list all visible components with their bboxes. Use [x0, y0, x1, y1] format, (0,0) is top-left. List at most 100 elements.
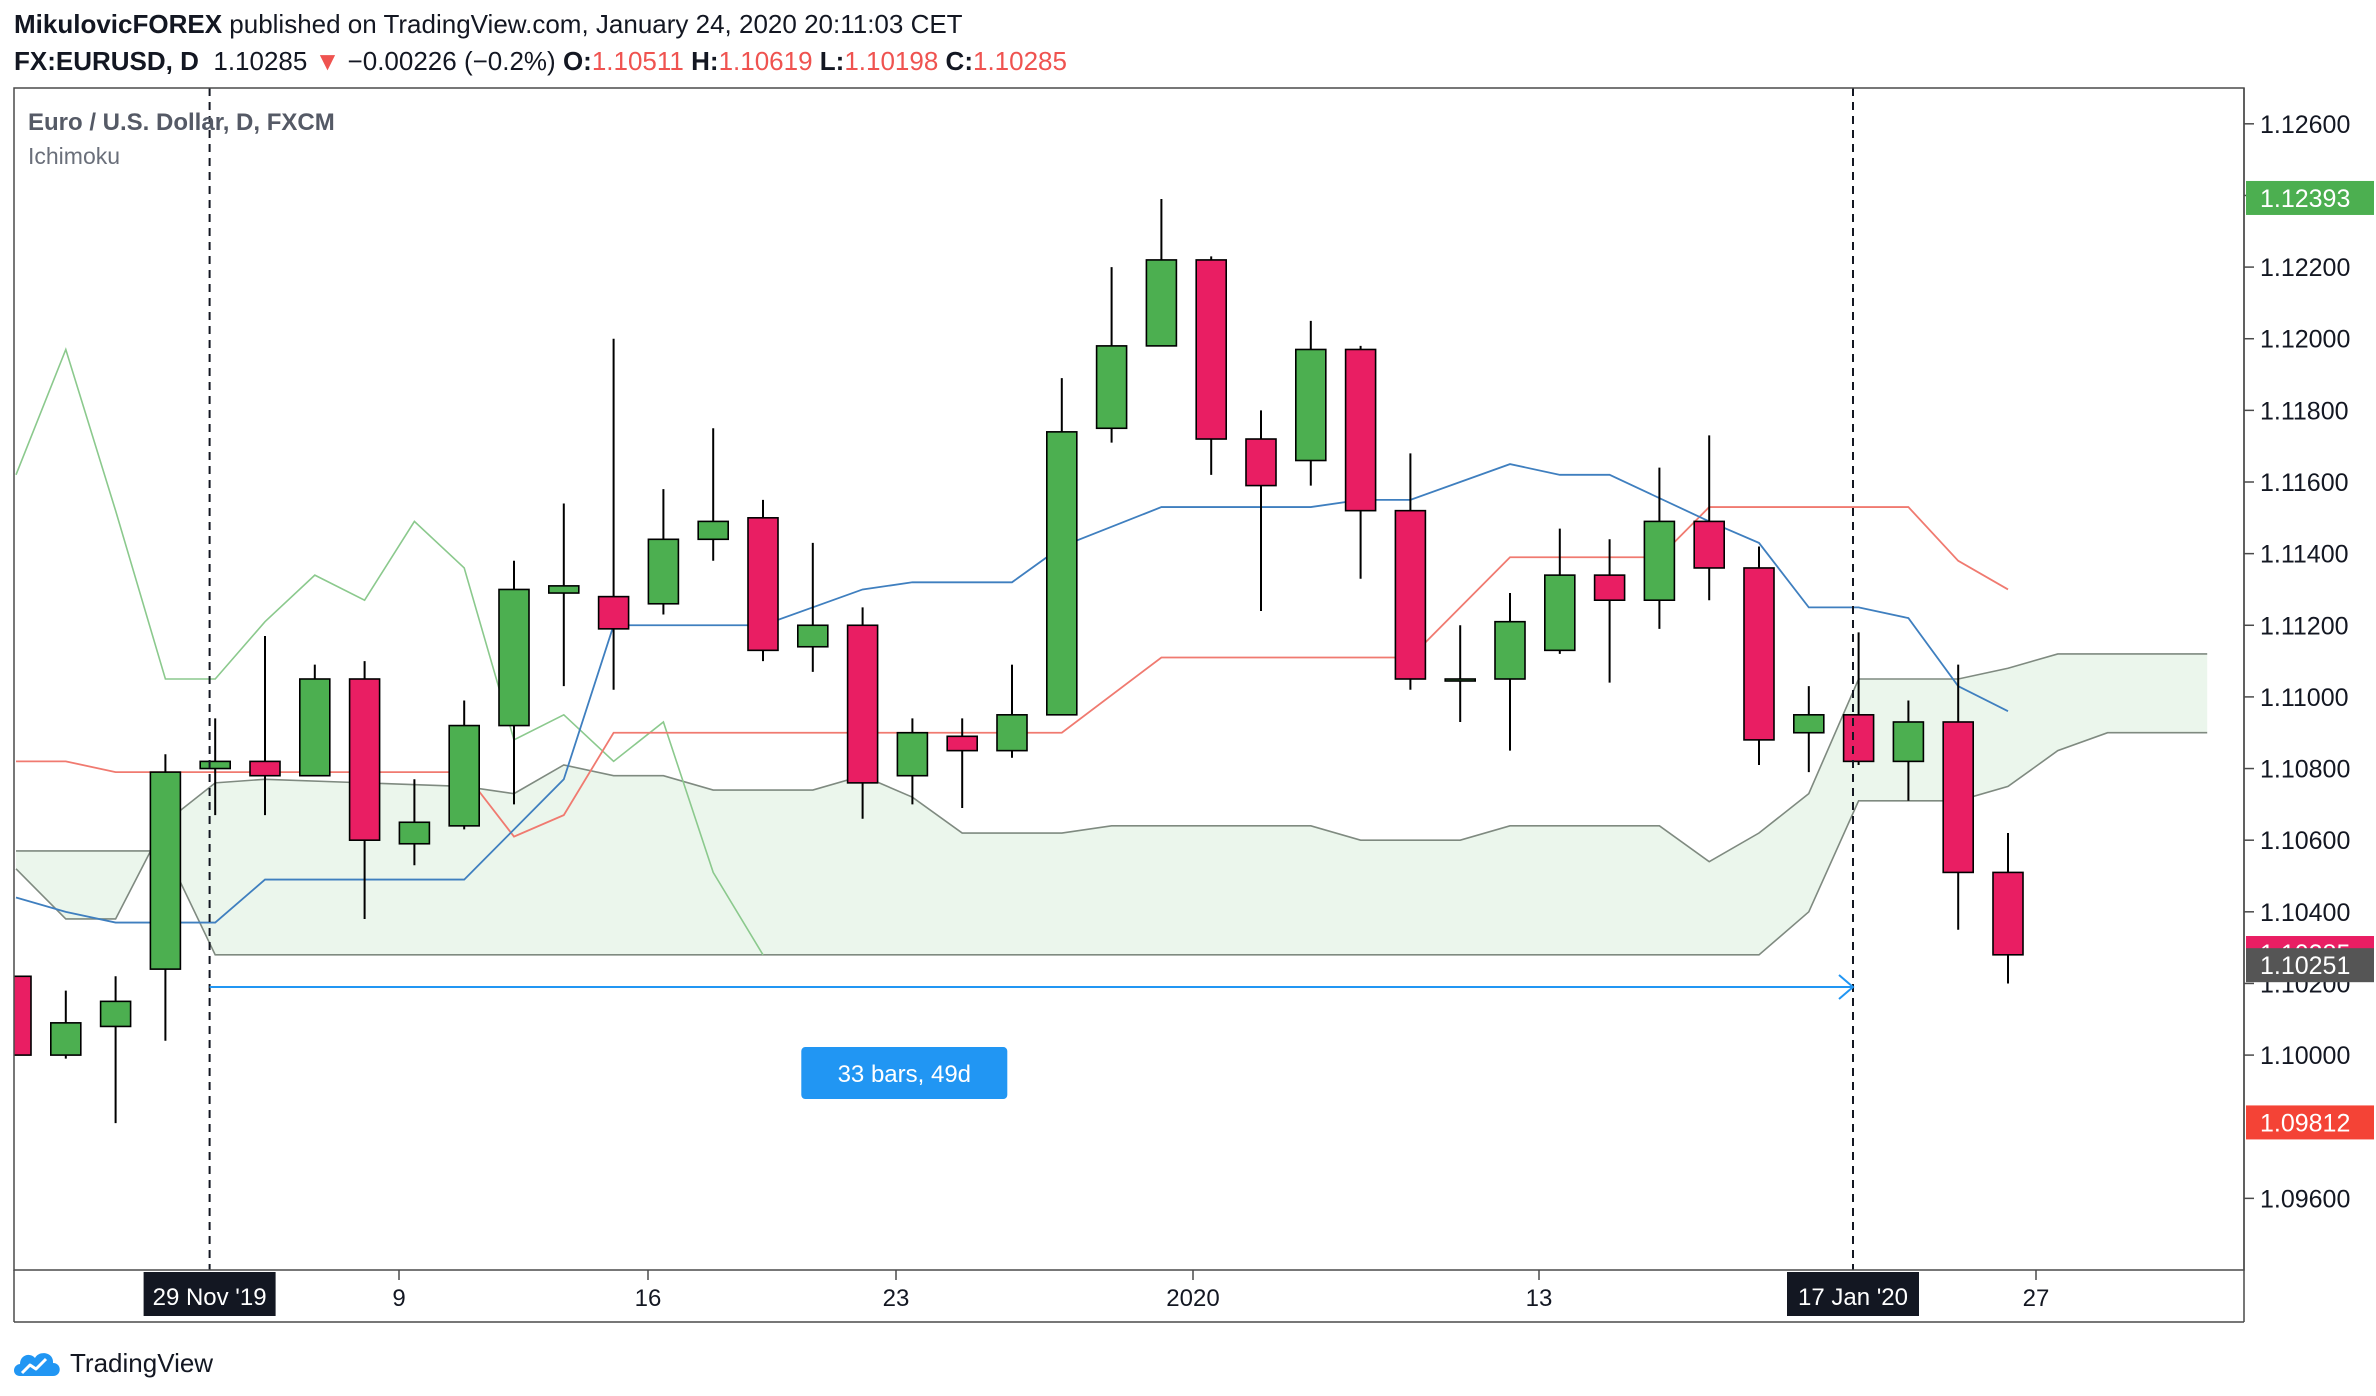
- candle[interactable]: [1842, 632, 1875, 765]
- chart-frame: [13, 87, 2245, 1323]
- low-value: 1.10198: [844, 46, 939, 76]
- y-tick-label: 1.09600: [2260, 1185, 2350, 1213]
- y-tick-label: 1.10400: [2260, 899, 2350, 927]
- bullish-candle-body: [996, 714, 1028, 752]
- y-tick-label: 1.12600: [2260, 111, 2350, 139]
- candle[interactable]: [1344, 345, 1377, 579]
- bullish-candle-body: [1544, 574, 1576, 652]
- candles[interactable]: [1, 199, 2024, 1124]
- bullish-candle-body: [448, 724, 481, 827]
- price-change: −0.00226 (−0.2%): [347, 46, 556, 76]
- bullish-candle-body: [1494, 620, 1526, 680]
- candle[interactable]: [1593, 539, 1626, 683]
- author-name[interactable]: MikulovicFOREX: [14, 9, 223, 39]
- candle[interactable]: [99, 976, 132, 1124]
- y-tick-label: 1.11600: [2260, 469, 2349, 497]
- date-range-measure[interactable]: 33 bars, 49d: [209, 974, 1855, 1100]
- x-highlight-label: 17 Jan '20: [1798, 1284, 1908, 1311]
- chikou-span-line: [15, 347, 764, 956]
- measure-label: 33 bars, 49d: [838, 1061, 971, 1088]
- ichimoku-cloud: [15, 653, 2208, 956]
- price-axis[interactable]: 1.126001.124001.122001.120001.118001.116…: [2244, 111, 2374, 1214]
- bullish-candle-body: [697, 520, 730, 541]
- y-tick-label: 1.12000: [2260, 326, 2350, 354]
- candle[interactable]: [1444, 625, 1476, 722]
- x-highlight-label: 29 Nov '19: [153, 1284, 267, 1311]
- candle[interactable]: [896, 718, 929, 805]
- candle[interactable]: [1095, 267, 1128, 443]
- candle[interactable]: [1, 975, 32, 1056]
- open-value: 1.10511: [591, 46, 684, 76]
- high-value: 1.10619: [718, 46, 813, 76]
- candle[interactable]: [1245, 410, 1277, 611]
- candle[interactable]: [597, 338, 630, 690]
- candle[interactable]: [49, 990, 82, 1059]
- price-label: 1.10251: [2260, 952, 2350, 980]
- candle[interactable]: [547, 503, 580, 687]
- senkou-span-b-line: [16, 731, 2208, 956]
- x-tick-label: 2020: [1166, 1285, 1219, 1312]
- candle[interactable]: [199, 718, 231, 816]
- bearish-candle-body: [1593, 574, 1626, 601]
- candle[interactable]: [1544, 528, 1576, 654]
- indicator-label[interactable]: Ichimoku: [28, 143, 120, 169]
- candle[interactable]: [448, 700, 481, 830]
- price-label-box: [2246, 1105, 2374, 1140]
- candle[interactable]: [996, 664, 1028, 758]
- bearish-candle-body: [1245, 438, 1277, 487]
- published-text: published on TradingView.com, January 24…: [222, 9, 963, 39]
- candle[interactable]: [249, 636, 281, 816]
- footer-logo-text[interactable]: TradingView: [70, 1347, 214, 1378]
- bearish-candle-body: [1394, 509, 1427, 680]
- ichimoku-lines: [15, 347, 2009, 956]
- y-tick-label: 1.10600: [2260, 827, 2350, 855]
- measure-label-box: [801, 1047, 1008, 1100]
- bullish-candle-body: [1295, 348, 1327, 462]
- date-range-lines[interactable]: [208, 88, 1854, 1270]
- candle[interactable]: [946, 718, 979, 808]
- x-tick-label: 13: [1526, 1285, 1553, 1312]
- bullish-candle-body: [298, 678, 331, 777]
- price-label: 1.09812: [2260, 1109, 2350, 1137]
- candle[interactable]: [1693, 435, 1725, 601]
- candle[interactable]: [1394, 453, 1427, 690]
- candle[interactable]: [1942, 664, 1974, 930]
- bearish-candle-body: [747, 517, 779, 652]
- symbol-label: FX:EURUSD, D: [14, 46, 199, 76]
- candle[interactable]: [1743, 546, 1775, 765]
- bullish-candle-body: [99, 1000, 132, 1028]
- candle[interactable]: [1494, 593, 1526, 751]
- candle[interactable]: [796, 542, 829, 672]
- candle[interactable]: [398, 779, 431, 866]
- candle[interactable]: [1195, 256, 1227, 475]
- candle[interactable]: [747, 499, 779, 662]
- bearish-candle-body: [1195, 259, 1227, 440]
- candle[interactable]: [1793, 686, 1825, 773]
- candle[interactable]: [1892, 700, 1925, 801]
- tradingview-footer: TradingView: [10, 1340, 213, 1386]
- candle[interactable]: [1145, 199, 1178, 347]
- candle[interactable]: [298, 664, 331, 777]
- x-tick-label: 9: [392, 1285, 405, 1312]
- candle[interactable]: [1046, 378, 1078, 716]
- candle[interactable]: [1295, 320, 1327, 486]
- bullish-candle-body: [149, 771, 182, 970]
- bearish-candle-body: [1344, 348, 1377, 512]
- y-tick-label: 1.11200: [2260, 612, 2349, 640]
- tradingview-cloud-icon: [14, 1353, 60, 1376]
- candle[interactable]: [1992, 833, 2024, 984]
- time-axis[interactable]: 9 16 23 2020 13 27 29 Nov '19 17 Jan '20: [143, 1270, 2050, 1316]
- candle[interactable]: [348, 661, 381, 919]
- candle[interactable]: [697, 428, 730, 561]
- candle[interactable]: [498, 560, 530, 805]
- candle[interactable]: [846, 607, 879, 819]
- x-highlight-box: [1787, 1272, 1919, 1316]
- candle[interactable]: [149, 754, 182, 1041]
- y-tick-label: 1.11000: [2260, 684, 2349, 712]
- y-tick-label: 1.10800: [2260, 756, 2350, 784]
- candle[interactable]: [647, 489, 680, 615]
- candle[interactable]: [1643, 467, 1676, 629]
- price-label-box: [2246, 948, 2374, 983]
- down-arrow-icon: ▼: [314, 46, 341, 76]
